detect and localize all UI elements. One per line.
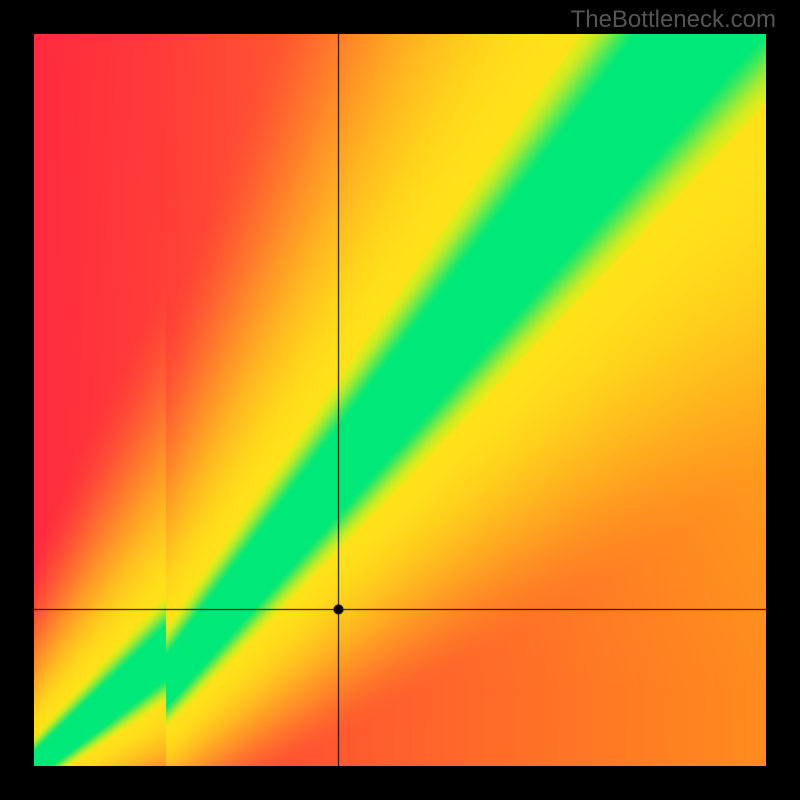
chart-container: TheBottleneck.com: [0, 0, 800, 800]
watermark-text: TheBottleneck.com: [571, 6, 776, 34]
bottleneck-heatmap: [34, 34, 766, 766]
